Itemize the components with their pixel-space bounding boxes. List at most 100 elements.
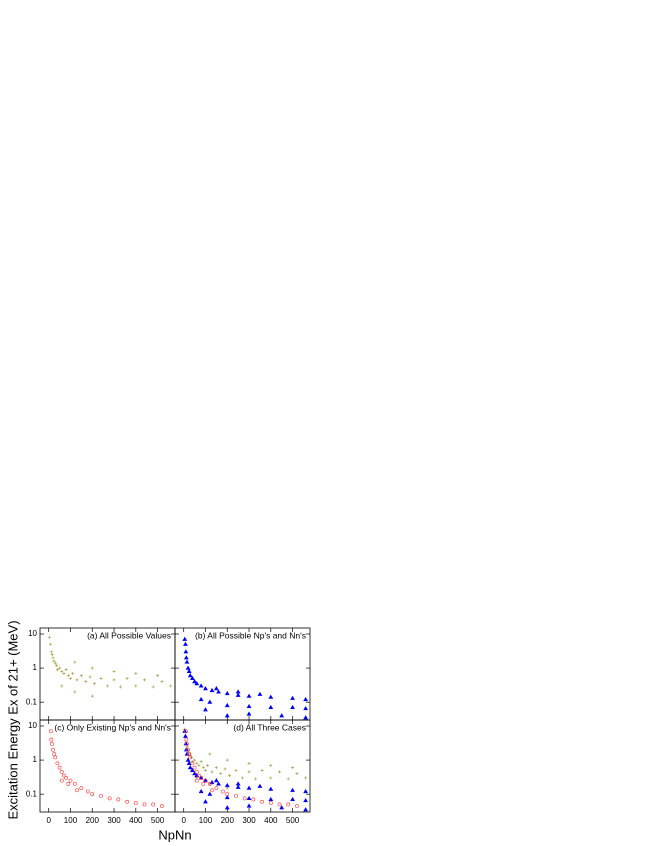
point [182, 636, 188, 641]
y-tick-label: 0.1 [26, 789, 38, 798]
point [224, 702, 230, 708]
y-tick-label: 10 [28, 629, 37, 638]
point [206, 763, 210, 767]
point [53, 661, 57, 665]
point [198, 788, 204, 794]
point [186, 747, 190, 752]
point [50, 741, 54, 746]
point [198, 775, 204, 780]
x-tick-label: 0 [46, 816, 51, 825]
point [160, 804, 164, 808]
point [88, 675, 92, 679]
point [99, 676, 103, 680]
point [198, 696, 204, 702]
point [112, 678, 116, 682]
point [203, 686, 208, 691]
point [192, 771, 197, 776]
y-tick-label: 1 [33, 663, 38, 672]
panel-annotation: (c) Only Existing Np's and Nn's [54, 722, 171, 732]
point [235, 689, 241, 694]
point [235, 781, 241, 786]
point [192, 679, 197, 684]
point [290, 704, 295, 710]
point [277, 802, 282, 807]
point [86, 789, 90, 794]
point [203, 799, 208, 804]
point [303, 705, 309, 711]
point [160, 680, 164, 684]
point [151, 802, 156, 807]
point [193, 758, 197, 762]
point [48, 635, 52, 639]
point [246, 803, 252, 808]
point [125, 676, 129, 680]
point [227, 774, 231, 778]
point [234, 768, 238, 772]
point [241, 776, 244, 780]
point [290, 787, 295, 792]
point [207, 791, 213, 796]
point [224, 794, 230, 800]
point [64, 668, 68, 672]
point [106, 684, 109, 688]
point [247, 770, 251, 774]
point [235, 692, 241, 697]
point [303, 807, 309, 812]
y-tick-label: 0.1 [26, 697, 38, 706]
point [219, 772, 223, 776]
point [304, 776, 308, 780]
point [279, 805, 285, 810]
point [169, 684, 173, 688]
x-tick-label: 300 [242, 816, 256, 825]
point [185, 757, 191, 762]
point [303, 696, 309, 702]
point [64, 776, 69, 780]
point [203, 778, 208, 783]
point [246, 795, 252, 801]
point [90, 792, 95, 797]
y-axis-label: Excitation Energy Ex of 21+ (MeV) [5, 620, 20, 819]
panel: 0 100 200 300 400 500 (d) All Three Cases [174, 719, 311, 825]
x-tick-label: 400 [264, 816, 278, 825]
point [134, 684, 138, 688]
panel: 10 1 0.1 (a) All Possible Values [26, 627, 176, 721]
point [235, 784, 241, 789]
point [182, 728, 188, 733]
point [203, 778, 208, 783]
point [224, 690, 230, 696]
point [278, 770, 282, 774]
point [247, 761, 251, 765]
point [62, 671, 66, 675]
point [223, 767, 227, 771]
point [269, 763, 273, 767]
x-tick-label: 100 [64, 816, 78, 825]
point [197, 763, 201, 767]
point [73, 690, 77, 694]
point [216, 781, 221, 786]
point [268, 796, 274, 802]
x-tick-label: 200 [86, 816, 100, 825]
point [107, 796, 112, 801]
point [268, 801, 273, 805]
point [57, 765, 62, 770]
point [119, 685, 123, 689]
point [260, 799, 264, 804]
point [207, 699, 213, 704]
point [134, 671, 138, 675]
point [242, 796, 247, 801]
point [269, 776, 273, 780]
x-tick-label: 200 [221, 816, 235, 825]
point [75, 788, 79, 793]
point [224, 805, 230, 810]
plot-frame [39, 627, 176, 721]
point [183, 655, 189, 660]
point [303, 788, 309, 794]
point [183, 741, 189, 746]
point [268, 786, 274, 791]
point [90, 694, 94, 698]
point [303, 797, 309, 803]
point [55, 663, 59, 667]
point [246, 703, 252, 709]
point [73, 660, 77, 664]
